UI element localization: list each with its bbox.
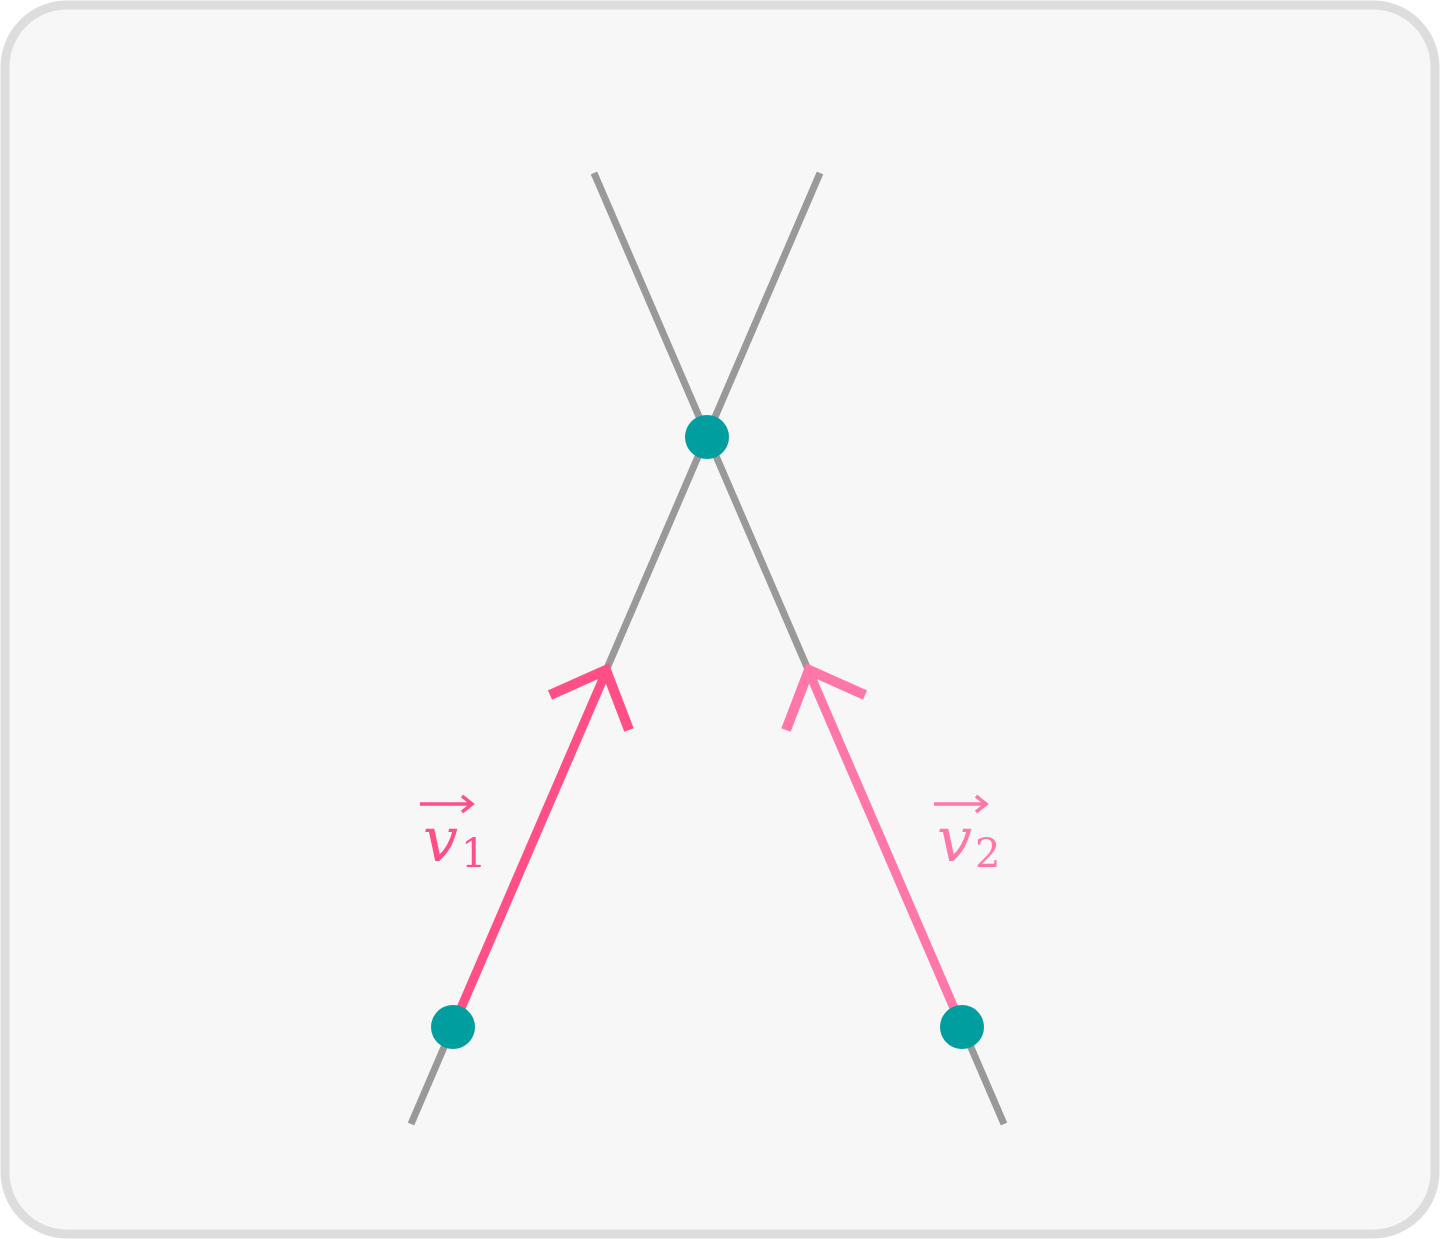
vector-v1-arrowhead — [547, 663, 634, 732]
label-v2-arrow-tip — [974, 794, 989, 814]
label-v2: v 2 — [934, 794, 1000, 877]
vector-v1 — [450, 663, 634, 1024]
vector-v2-arrowhead — [781, 663, 868, 732]
label-v2-subscript: 2 — [975, 831, 1000, 877]
intersection-point — [685, 415, 729, 459]
vector-v2-shaft — [804, 670, 965, 1024]
vector-v2 — [781, 663, 965, 1024]
label-v1-arrow-tip — [460, 794, 475, 814]
label-v1: v 1 — [420, 794, 486, 877]
label-v2-symbol: v — [937, 803, 972, 876]
point-v2-start — [940, 1005, 984, 1049]
point-v1-start — [431, 1005, 475, 1049]
vector-v1-shaft — [450, 670, 611, 1024]
label-v1-subscript: 1 — [461, 831, 486, 877]
label-v1-symbol: v — [423, 803, 458, 876]
